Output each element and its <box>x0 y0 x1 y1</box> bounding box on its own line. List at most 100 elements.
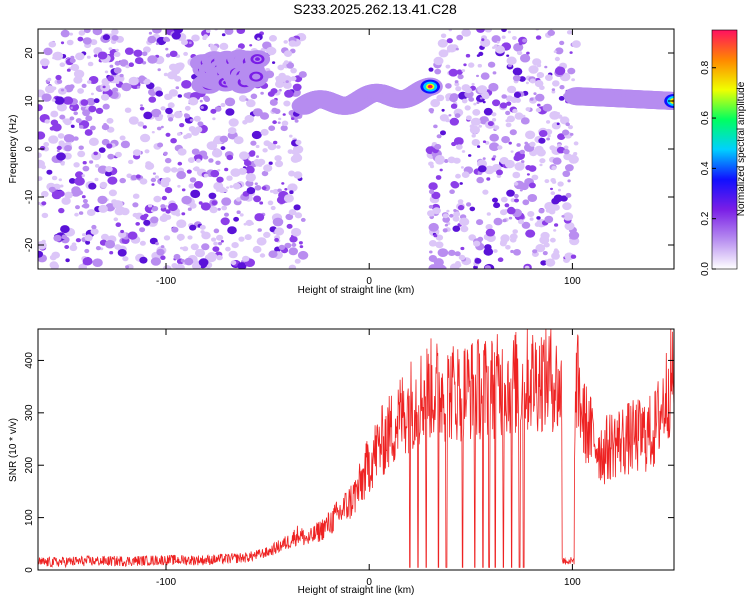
noise-speckle <box>132 149 142 157</box>
noise-speckle <box>75 238 81 243</box>
noise-speckle <box>251 130 262 140</box>
noise-speckle <box>58 178 62 182</box>
noise-speckle <box>51 190 62 200</box>
noise-speckle <box>177 161 183 166</box>
noise-speckle <box>510 150 514 153</box>
track-point <box>427 84 433 89</box>
noise-speckle <box>155 90 163 97</box>
noise-speckle <box>82 37 92 45</box>
noise-speckle <box>473 240 481 247</box>
noise-speckle <box>115 80 120 84</box>
noise-speckle <box>529 78 536 84</box>
colorbar-tick-label: 0.2 <box>700 211 711 225</box>
ytick-label: -10 <box>24 189 35 204</box>
noise-speckle <box>461 98 468 104</box>
noise-speckle <box>73 136 79 141</box>
noise-speckle <box>148 96 157 103</box>
ytick-label: 10 <box>24 95 35 107</box>
noise-speckle <box>568 125 573 130</box>
noise-speckle <box>128 159 134 165</box>
noise-speckle <box>224 29 234 35</box>
noise-speckle <box>154 175 159 179</box>
noise-speckle <box>181 39 188 46</box>
noise-speckle <box>132 193 140 199</box>
noise-speckle <box>244 234 252 241</box>
noise-speckle <box>119 59 129 67</box>
noise-speckle <box>48 41 57 48</box>
noise-speckle <box>97 165 108 174</box>
noise-speckle <box>107 176 118 185</box>
noise-speckle <box>81 204 85 208</box>
noise-speckle <box>91 224 97 230</box>
noise-speckle <box>196 158 201 163</box>
noise-speckle <box>281 182 285 185</box>
noise-speckle <box>212 117 216 121</box>
noise-speckle <box>274 227 285 236</box>
noise-speckle <box>443 159 449 163</box>
noise-speckle <box>294 119 299 123</box>
noise-speckle <box>482 140 487 143</box>
noise-speckle <box>510 249 514 254</box>
noise-speckle <box>98 204 108 213</box>
noise-speckle <box>163 235 171 241</box>
noise-speckle <box>476 29 485 33</box>
noise-speckle <box>486 212 491 216</box>
noise-speckle <box>454 113 461 118</box>
noise-speckle <box>430 99 441 108</box>
noise-speckle <box>448 249 456 256</box>
noise-speckle <box>245 98 249 101</box>
noise-speckle <box>108 189 117 197</box>
noise-speckle <box>300 217 306 222</box>
noise-speckle <box>113 51 121 57</box>
noise-speckle <box>156 126 162 131</box>
noise-speckle <box>57 133 65 139</box>
noise-speckle <box>85 115 93 122</box>
noise-speckle <box>454 80 459 84</box>
noise-speckle <box>103 123 107 126</box>
noise-speckle <box>449 95 458 103</box>
noise-speckle <box>496 41 500 44</box>
noise-speckle <box>106 143 113 149</box>
noise-speckle <box>507 85 517 94</box>
noise-speckle <box>573 152 578 156</box>
noise-speckle <box>499 102 508 109</box>
noise-speckle <box>507 30 511 34</box>
noise-speckle <box>550 187 553 191</box>
noise-speckle <box>501 35 506 39</box>
noise-speckle <box>64 191 73 199</box>
noise-speckle <box>535 244 546 253</box>
noise-speckle <box>89 160 94 164</box>
noise-speckle <box>102 34 110 41</box>
noise-speckle <box>139 227 146 233</box>
noise-speckle <box>476 54 480 57</box>
noise-speckle <box>69 84 75 89</box>
noise-speckle <box>493 202 501 209</box>
noise-speckle <box>486 177 491 181</box>
noise-speckle <box>111 35 119 41</box>
noise-speckle <box>539 158 546 164</box>
noise-speckle <box>144 149 150 154</box>
noise-speckle <box>56 79 63 84</box>
noise-speckle <box>171 31 181 40</box>
noise-speckle <box>506 56 517 65</box>
noise-speckle <box>128 62 134 67</box>
noise-speckle <box>435 241 444 249</box>
noise-speckle <box>189 118 194 122</box>
noise-speckle <box>119 73 124 78</box>
noise-speckle <box>254 33 263 41</box>
noise-speckle <box>453 209 457 212</box>
noise-speckle <box>168 89 178 97</box>
noise-speckle <box>471 139 480 146</box>
noise-speckle <box>274 160 284 168</box>
noise-speckle <box>224 97 236 107</box>
noise-speckle <box>53 234 62 242</box>
noise-speckle <box>188 126 196 132</box>
noise-speckle <box>512 108 518 114</box>
noise-speckle <box>165 132 171 137</box>
noise-speckle <box>133 49 143 57</box>
noise-speckle <box>249 150 256 156</box>
noise-speckle <box>191 262 202 269</box>
noise-speckle <box>559 85 565 90</box>
noise-speckle <box>212 246 220 253</box>
